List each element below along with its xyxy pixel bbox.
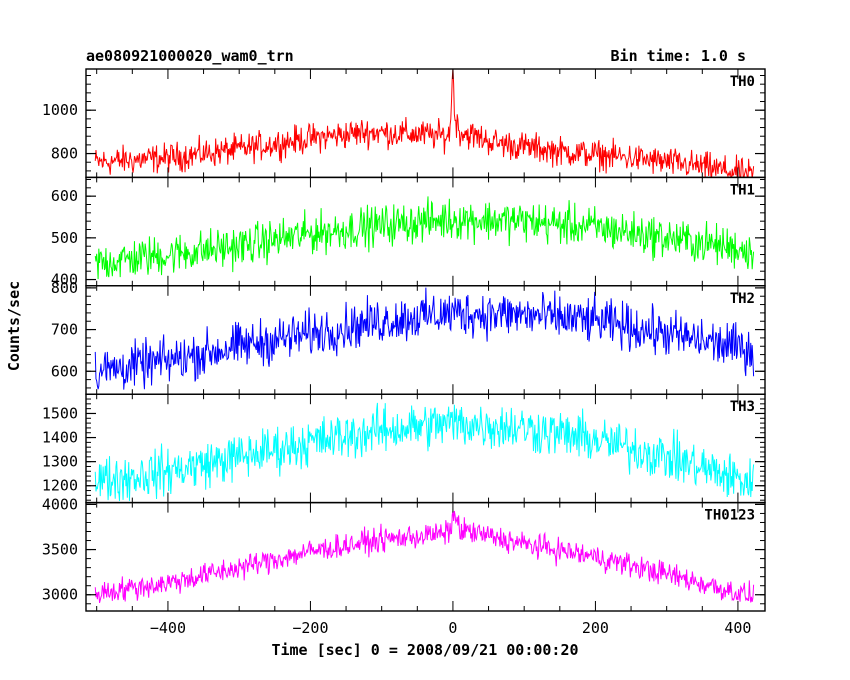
y-tick-label: 400 — [51, 271, 78, 289]
x-tick-label: 200 — [582, 619, 609, 637]
y-tick-label: 800 — [51, 279, 78, 297]
panel-th0123: 3000 3500 4000 TH0123 — [42, 495, 766, 612]
x-tick-label: −400 — [150, 619, 186, 637]
panel-label: TH1 — [730, 182, 755, 198]
panel-th3: 1200 1300 1400 1500 TH3 — [42, 393, 766, 504]
panel-th0: 800 1000 TH0 — [42, 68, 766, 179]
panel-label: TH0 — [730, 74, 755, 90]
y-tick-label: 500 — [51, 229, 78, 247]
panel-label: TH0123 — [704, 508, 755, 524]
x-tick-label: −200 — [292, 619, 328, 637]
y-tick-label: 600 — [51, 362, 78, 380]
series-line-th0 — [94, 69, 755, 178]
y-tick-label: 4000 — [42, 495, 78, 513]
panel-frame — [85, 501, 766, 612]
y-tick-label: 3000 — [42, 586, 78, 604]
y-tick-label: 800 — [51, 145, 78, 163]
bin-time-label: Bin time: 1.0 s — [611, 47, 746, 65]
y-tick-label: 700 — [51, 321, 78, 339]
y-tick-label: 1200 — [42, 477, 78, 495]
y-tick-label: 1400 — [42, 429, 78, 447]
panel-th2: 600 700 800 TH2 — [51, 279, 766, 395]
y-tick-label: 600 — [51, 187, 78, 205]
panel-th1: 400 500 600 TH1 — [51, 176, 766, 289]
x-tick-label: 0 — [448, 619, 457, 637]
panel-label: TH2 — [730, 291, 755, 307]
series-line-th1 — [94, 196, 755, 280]
panels-group: 800 1000 TH0 400 500 600 TH1 600 700 800 TH2 1200 13… — [42, 68, 766, 637]
panel-frame — [85, 176, 766, 287]
y-axis-label: Counts/sec — [5, 281, 23, 371]
y-tick-label: 1300 — [42, 453, 78, 471]
panel-label: TH3 — [730, 399, 755, 415]
series-line-th0123 — [94, 510, 755, 604]
y-tick-label: 1500 — [42, 404, 78, 422]
x-tick-label: 400 — [724, 619, 751, 637]
chart-title: ae080921000020_wam0_trn — [86, 47, 294, 65]
series-line-th2 — [94, 287, 755, 390]
series-line-th3 — [94, 402, 755, 501]
y-tick-label: 1000 — [42, 101, 78, 119]
y-tick-label: 3500 — [42, 541, 78, 559]
x-axis-label: Time [sec] 0 = 2008/09/21 00:00:20 — [271, 641, 578, 659]
